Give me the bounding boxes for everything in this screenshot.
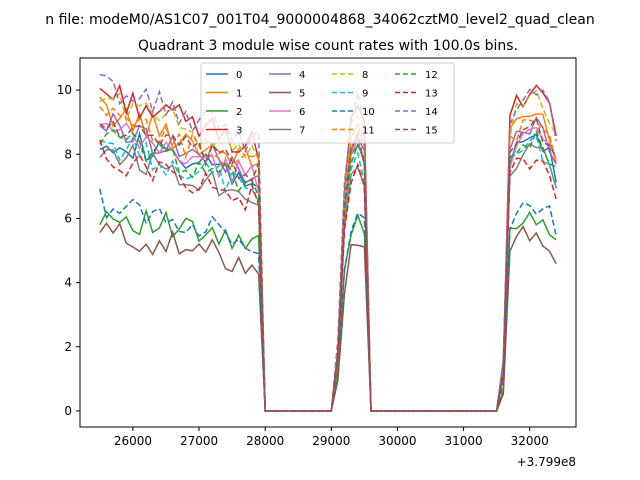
y-tick-label: 4 xyxy=(64,276,72,290)
chart-title: Quadrant 3 module wise count rates with … xyxy=(138,38,518,54)
legend-label-15: 15 xyxy=(425,126,438,137)
x-tick-label: 31000 xyxy=(444,434,482,448)
legend-label-10: 10 xyxy=(362,107,375,118)
x-tick-label: 29000 xyxy=(312,434,350,448)
series-line-8 xyxy=(99,89,557,412)
legend-label-1: 1 xyxy=(236,89,242,100)
legend-label-14: 14 xyxy=(425,107,438,118)
y-tick-label: 10 xyxy=(57,83,72,97)
series-line-13 xyxy=(99,139,557,412)
legend-label-8: 8 xyxy=(362,70,368,81)
legend-label-4: 4 xyxy=(299,70,305,81)
x-tick-label: 28000 xyxy=(246,434,284,448)
series-line-7 xyxy=(99,142,557,412)
legend-label-13: 13 xyxy=(425,89,438,100)
series-line-5 xyxy=(99,221,557,412)
legend-label-3: 3 xyxy=(236,126,242,137)
legend-label-5: 5 xyxy=(299,89,305,100)
legend-label-12: 12 xyxy=(425,70,438,81)
series-layer xyxy=(99,73,557,412)
series-line-2 xyxy=(99,208,557,412)
series-line-4 xyxy=(99,112,557,412)
x-tick-label: 32000 xyxy=(511,434,549,448)
legend-box xyxy=(200,62,455,144)
series-line-10 xyxy=(99,188,557,412)
y-tick-label: 6 xyxy=(64,211,72,225)
legend-label-6: 6 xyxy=(299,107,305,118)
y-axis: 0 2 4 6 8 10 xyxy=(57,83,80,418)
series-line-0 xyxy=(99,130,557,412)
y-tick-label: 8 xyxy=(64,147,72,161)
series-line-12 xyxy=(99,128,557,412)
x-tick-label: 27000 xyxy=(180,434,218,448)
plot-frame xyxy=(79,57,577,428)
y-tick-label: 0 xyxy=(64,404,72,418)
series-line-3 xyxy=(99,83,557,412)
x-tick-label: 30000 xyxy=(378,434,416,448)
series-line-11 xyxy=(99,106,557,412)
series-line-15 xyxy=(99,117,557,412)
series-line-14 xyxy=(99,73,557,412)
legend-label-11: 11 xyxy=(362,126,375,137)
legend-label-9: 9 xyxy=(362,89,368,100)
x-axis: 26000 27000 28000 29000 30000 31000 32000 xyxy=(114,427,549,448)
legend-label-2: 2 xyxy=(236,107,242,118)
figure-suptitle: n file: modeM0/AS1C07_001T04_9000004868_… xyxy=(45,12,594,28)
legend-label-0: 0 xyxy=(236,70,242,81)
x-offset-label: +3.799e8 xyxy=(517,455,576,469)
legend-label-7: 7 xyxy=(299,126,305,137)
y-tick-label: 2 xyxy=(64,340,72,354)
x-tick-label: 26000 xyxy=(114,434,152,448)
series-line-9 xyxy=(99,134,557,412)
